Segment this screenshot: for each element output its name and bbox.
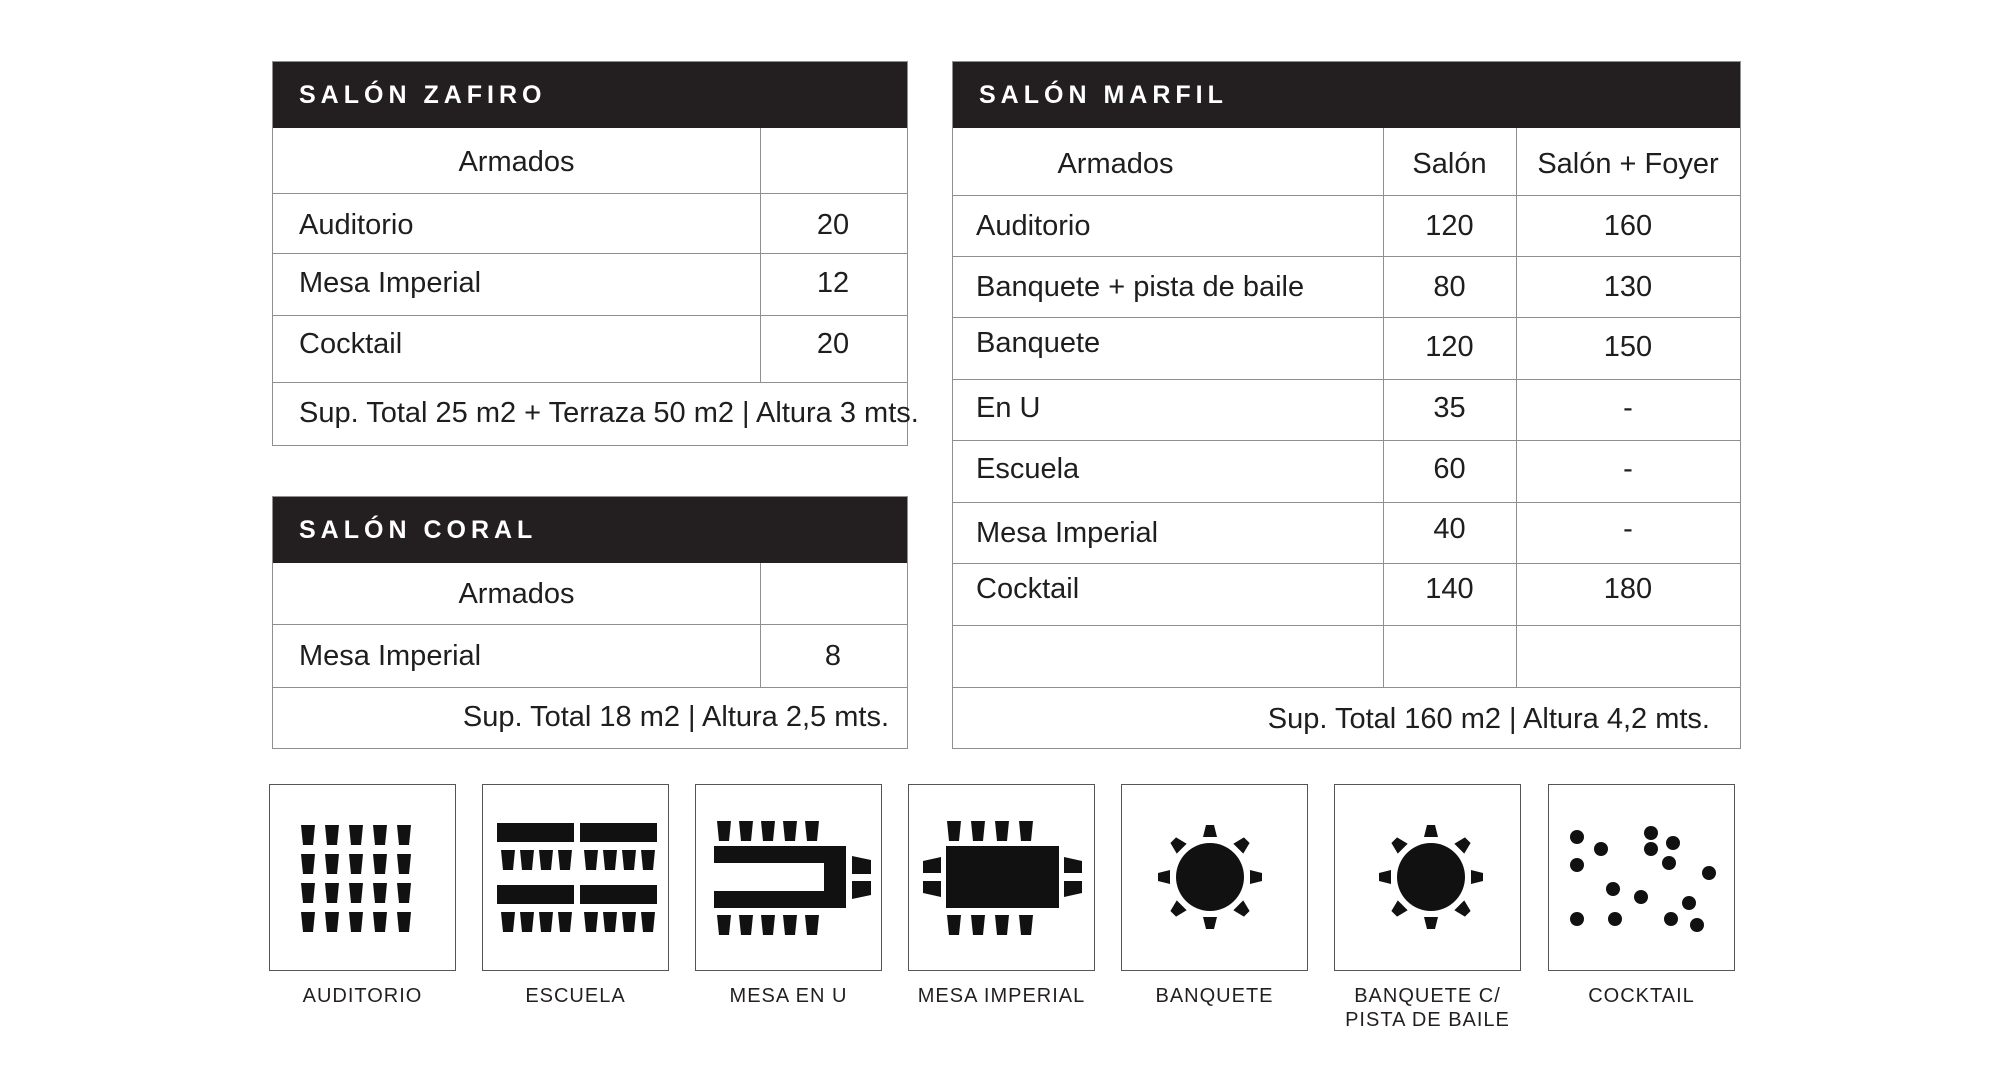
layout-label: BANQUETE C/ PISTA DE BAILE bbox=[1334, 984, 1521, 1032]
boardroom-layout-icon bbox=[908, 784, 1095, 971]
column-header: Armados bbox=[1057, 148, 1174, 180]
layout-label-line: BANQUETE C/ bbox=[1354, 985, 1501, 1007]
row-value: 8 bbox=[824, 640, 842, 672]
row-foyer: 160 bbox=[1603, 210, 1653, 242]
row-label: Auditorio bbox=[976, 210, 1091, 242]
layout-label: MESA EN U bbox=[729, 985, 848, 1007]
layout-label: AUDITORIO bbox=[302, 985, 423, 1007]
column-header: Salón + Foyer bbox=[1537, 148, 1719, 180]
banquet-layout-icon bbox=[1121, 784, 1308, 971]
row-foyer: - bbox=[1623, 453, 1633, 485]
row-label: Escuela bbox=[976, 453, 1080, 485]
row-label: En U bbox=[976, 392, 1041, 424]
row-foyer: 130 bbox=[1603, 271, 1653, 303]
table-salon-coral: SALÓN CORAL Armados Mesa Imperial 8 Sup.… bbox=[272, 496, 908, 749]
row-salon: 80 bbox=[1433, 271, 1466, 303]
row-salon: 120 bbox=[1425, 210, 1474, 242]
column-header: Armados bbox=[458, 578, 575, 610]
table-footer: Sup. Total 25 m2 + Terraza 50 m2 | Altur… bbox=[299, 397, 919, 429]
row-label: Auditorio bbox=[299, 209, 414, 241]
row-label: Cocktail bbox=[976, 573, 1080, 605]
row-value: 20 bbox=[816, 209, 850, 241]
table-title: SALÓN MARFIL bbox=[953, 62, 1740, 128]
row-salon: 120 bbox=[1425, 331, 1474, 363]
classroom-layout-icon bbox=[482, 784, 669, 971]
row-value: 20 bbox=[816, 328, 850, 360]
row-salon: 140 bbox=[1425, 573, 1474, 605]
layout-label: ESCUELA bbox=[525, 985, 626, 1007]
row-salon: 60 bbox=[1433, 453, 1466, 485]
layout-label-line: PISTA DE BAILE bbox=[1345, 1009, 1510, 1031]
row-label: Banquete + pista de baile bbox=[976, 271, 1305, 303]
row-value: 12 bbox=[816, 267, 850, 299]
row-foyer: 180 bbox=[1603, 573, 1653, 605]
row-foyer: 150 bbox=[1603, 331, 1653, 363]
table-salon-marfil: SALÓN MARFIL Armados Salón Salón + Foyer… bbox=[952, 61, 1741, 749]
row-label: Mesa Imperial bbox=[299, 640, 482, 672]
banquet-dance-floor-layout-icon bbox=[1334, 784, 1521, 971]
table-footer: Sup. Total 160 m2 | Altura 4,2 mts. bbox=[1267, 703, 1710, 735]
row-label: Cocktail bbox=[299, 328, 403, 360]
table-salon-zafiro: SALÓN ZAFIRO Armados Auditorio 20 Mesa I… bbox=[272, 61, 919, 446]
row-salon: 35 bbox=[1433, 392, 1466, 424]
u-shape-layout-icon bbox=[695, 784, 882, 971]
layout-label: MESA IMPERIAL bbox=[917, 985, 1086, 1007]
row-salon: 40 bbox=[1433, 513, 1466, 545]
cocktail-layout-icon bbox=[1548, 784, 1735, 971]
table-title: SALÓN CORAL bbox=[273, 497, 907, 563]
row-label: Banquete bbox=[976, 327, 1101, 359]
auditorium-layout-icon bbox=[269, 784, 456, 971]
row-label: Mesa Imperial bbox=[976, 517, 1159, 549]
row-foyer: - bbox=[1623, 513, 1633, 545]
table-title: SALÓN ZAFIRO bbox=[273, 62, 907, 128]
row-foyer: - bbox=[1623, 392, 1633, 424]
layout-label: BANQUETE bbox=[1155, 985, 1274, 1007]
row-label: Mesa Imperial bbox=[299, 267, 482, 299]
column-header: Salón bbox=[1412, 148, 1487, 180]
column-header: Armados bbox=[458, 146, 575, 178]
layout-label: COCKTAIL bbox=[1588, 985, 1695, 1007]
table-footer: Sup. Total 18 m2 | Altura 2,5 mts. bbox=[462, 701, 889, 733]
